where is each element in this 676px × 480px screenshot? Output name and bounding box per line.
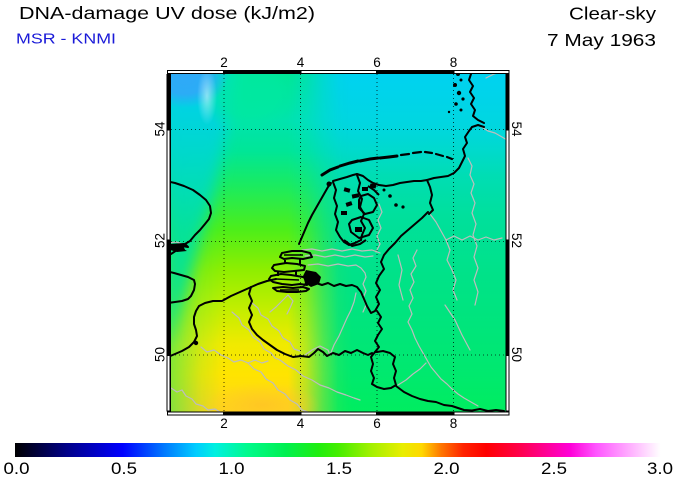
svg-text:3.0: 3.0	[647, 459, 673, 478]
svg-text:0.5: 0.5	[111, 459, 137, 478]
svg-text:1.5: 1.5	[326, 459, 352, 478]
svg-text:Clear-sky: Clear-sky	[569, 4, 656, 24]
svg-text:DNA-damage UV dose (kJ/m2): DNA-damage UV dose (kJ/m2)	[19, 3, 315, 23]
svg-text:52: 52	[153, 233, 168, 248]
svg-text:7 May 1963: 7 May 1963	[547, 30, 656, 50]
svg-text:4: 4	[297, 416, 305, 431]
svg-text:8: 8	[450, 416, 458, 431]
svg-text:4: 4	[297, 55, 305, 70]
svg-text:2.5: 2.5	[541, 459, 567, 478]
svg-text:2.0: 2.0	[434, 459, 460, 478]
svg-text:0.0: 0.0	[4, 459, 30, 478]
svg-text:8: 8	[450, 55, 458, 70]
svg-text:6: 6	[373, 55, 381, 70]
svg-text:2: 2	[220, 55, 228, 70]
svg-text:50: 50	[153, 347, 168, 362]
svg-text:MSR - KNMI: MSR - KNMI	[16, 31, 116, 48]
svg-text:6: 6	[373, 416, 381, 431]
svg-text:54: 54	[153, 121, 168, 137]
svg-text:1.0: 1.0	[219, 459, 245, 478]
svg-text:2: 2	[220, 416, 228, 431]
svg-text:50: 50	[509, 347, 524, 362]
svg-text:54: 54	[509, 121, 524, 137]
svg-text:52: 52	[509, 233, 524, 248]
